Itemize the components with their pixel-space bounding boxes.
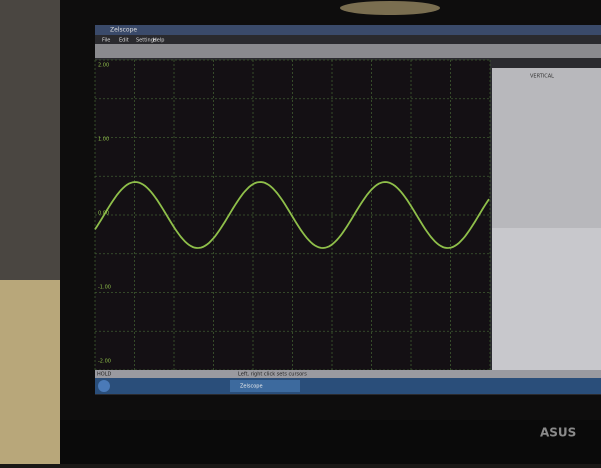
keyboard-deck	[60, 420, 601, 464]
taskbar-item[interactable]	[230, 380, 300, 392]
control-panel	[492, 68, 601, 228]
y-label: 2.00	[98, 63, 109, 69]
menu-item[interactable]: Edit	[119, 38, 129, 44]
title-bar	[95, 25, 601, 35]
webcam	[340, 1, 440, 15]
taskbar	[95, 378, 601, 394]
brand-logo: ASUS	[540, 426, 576, 440]
status-hint: Left, right click sets cursors	[238, 372, 307, 378]
panel-heading: VERTICAL	[530, 74, 554, 80]
menu-item[interactable]: File	[102, 38, 110, 44]
y-label: -2.00	[98, 359, 111, 365]
y-labels: 2.00 1.00 0.00 -1.00 -2.00	[98, 63, 111, 365]
control-panel-lower	[492, 228, 601, 378]
window-title: Zelscope	[110, 27, 137, 34]
status-mode: HOLD	[97, 372, 111, 378]
wall-lit	[0, 280, 62, 464]
wall	[0, 0, 70, 290]
status-bar	[95, 370, 601, 378]
y-label: 0.00	[98, 211, 109, 217]
start-button[interactable]	[98, 380, 110, 392]
menu-item[interactable]: Settings	[136, 38, 157, 44]
menu-item[interactable]: Help	[153, 38, 164, 44]
y-label: -1.00	[98, 285, 111, 291]
y-label: 1.00	[98, 137, 109, 143]
taskbar-label: Zelscope	[240, 384, 263, 390]
signal-trace	[94, 181, 490, 249]
toolbar	[95, 44, 601, 58]
